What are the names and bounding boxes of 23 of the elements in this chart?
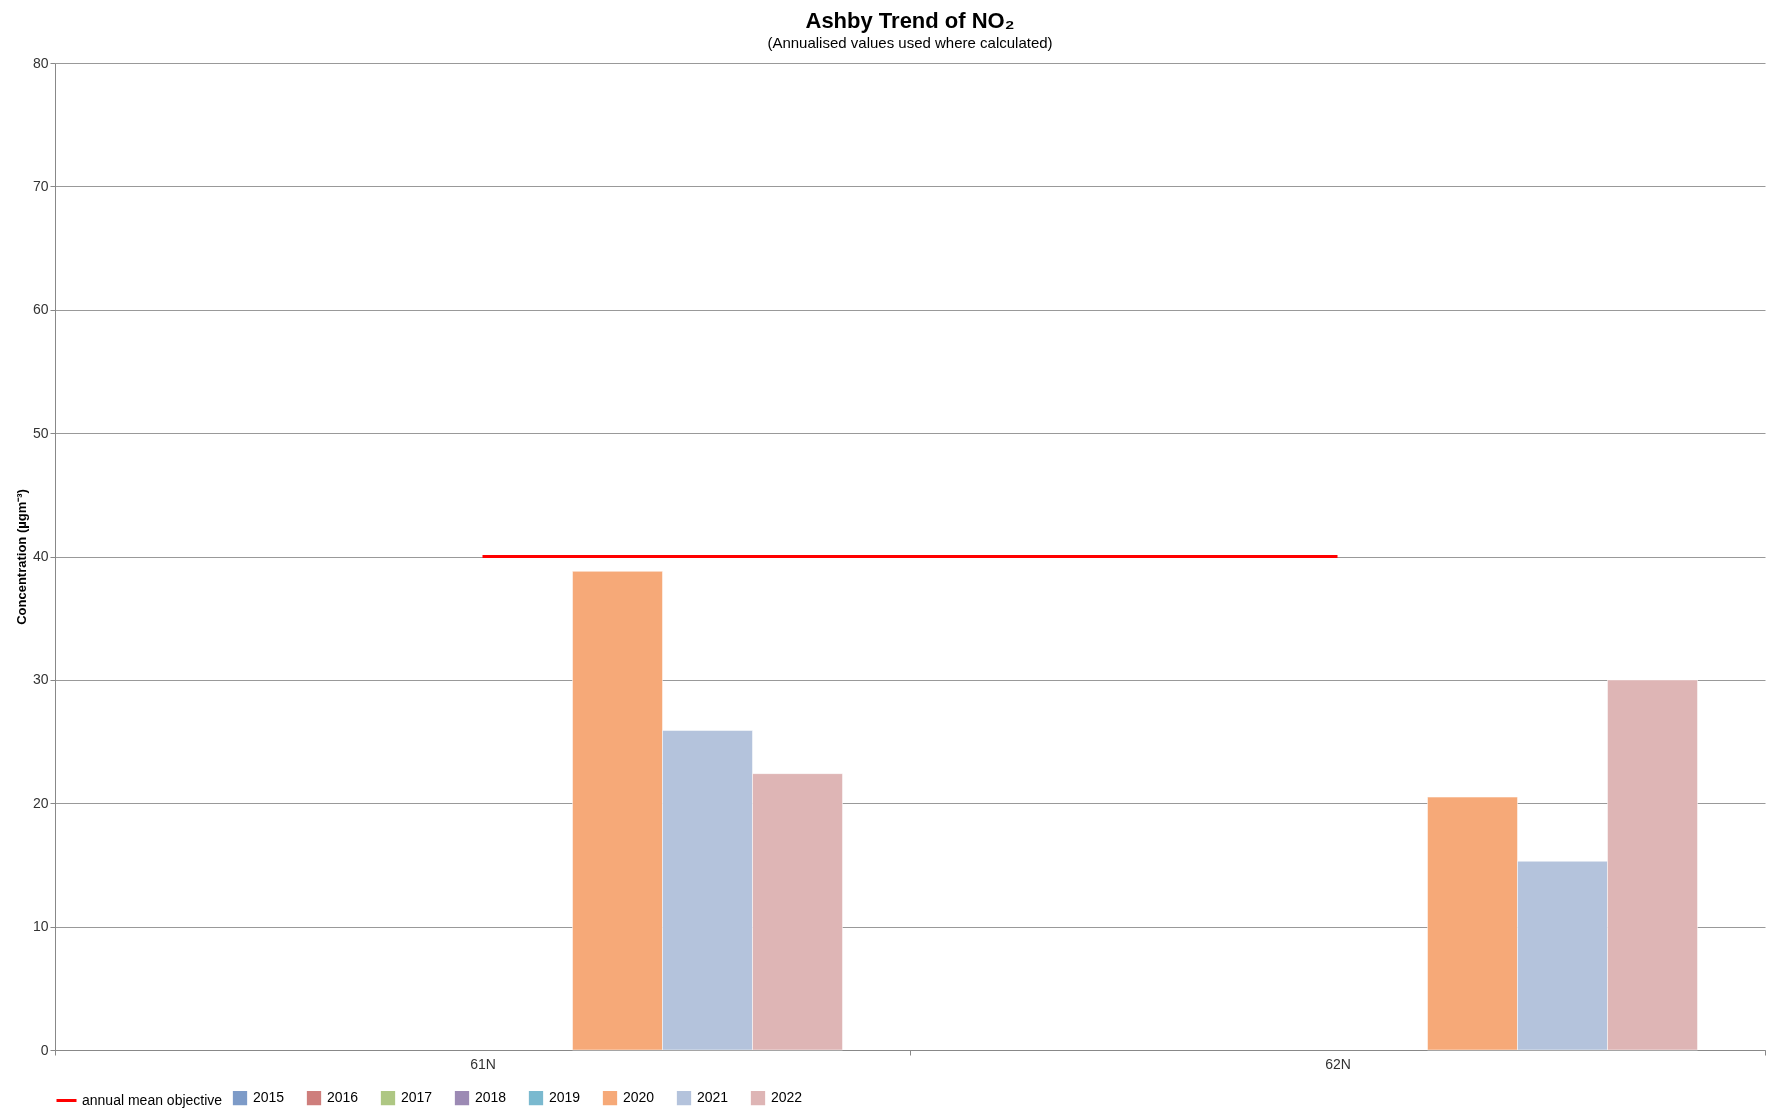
- y-tick-label: 40: [32, 548, 49, 564]
- legend-label: annual mean objective: [82, 1091, 223, 1108]
- y-tick-label: 10: [32, 918, 49, 935]
- y-tick-label: 70: [32, 177, 49, 194]
- legend-label: 2016: [327, 1089, 359, 1106]
- y-axis-title: Concentration (µgm⁻³): [13, 489, 29, 625]
- y-tick-label: 0: [40, 1041, 49, 1058]
- y-tick-label: 80: [32, 54, 49, 71]
- legend-label: 2018: [475, 1089, 507, 1106]
- legend-label: 2015: [253, 1089, 285, 1106]
- legend-label: 2021: [697, 1089, 729, 1106]
- y-tick-label: 30: [32, 671, 49, 688]
- chart-title: Ashby Trend of NO₂: [805, 8, 1015, 33]
- x-tick-label: 61N: [470, 1055, 496, 1072]
- chart-subtitle: (Annualised values used where calculated): [767, 34, 1053, 51]
- x-tick-label: 62N: [1325, 1055, 1351, 1072]
- y-tick-label: 50: [32, 424, 49, 441]
- y-tick-label: 60: [32, 301, 49, 318]
- y-tick-label: 20: [32, 794, 49, 811]
- legend-label: 2020: [623, 1089, 655, 1106]
- legend-label: 2022: [771, 1089, 803, 1106]
- legend-label: 2019: [549, 1089, 581, 1106]
- legend-label: 2017: [401, 1089, 433, 1106]
